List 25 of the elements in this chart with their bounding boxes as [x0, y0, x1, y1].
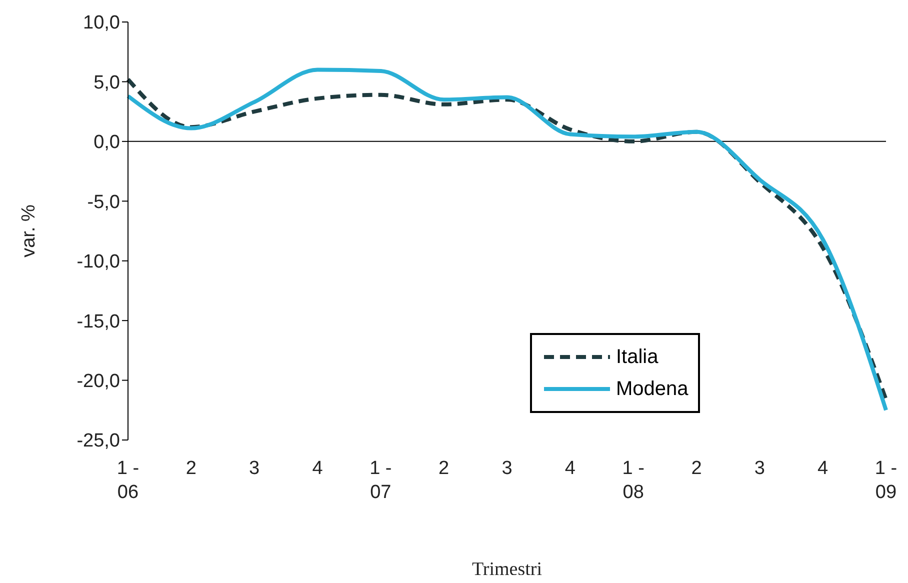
x-tick-label: 4 [564, 458, 576, 479]
y-tick-label: -20,0 [76, 371, 120, 392]
x-tick-label: 3 [249, 458, 260, 479]
y-tick-label: -5,0 [87, 192, 120, 213]
x-tick-label: 3 [754, 458, 765, 479]
x-tick-label: 2 [438, 458, 450, 479]
x-axis-title: Trimestri [472, 559, 542, 580]
y-tick-label: 0,0 [94, 132, 120, 154]
x-tick-label: 2 [691, 458, 702, 479]
x-tick-label: 1 - 07 [370, 458, 392, 503]
y-tick-label: -15,0 [76, 311, 120, 332]
legend-label: Italia [616, 346, 658, 368]
x-tick-label: 3 [502, 458, 512, 479]
legend-label: Modena [616, 378, 688, 400]
y-tick-label: 10,0 [83, 12, 120, 34]
x-tick-label: 1 - 09 [874, 458, 898, 503]
x-tick-label: 1 - 06 [116, 458, 140, 503]
x-tick-label: 1 - 08 [622, 458, 644, 503]
x-tick-label: 2 [186, 458, 196, 479]
y-axis-title: var. % [18, 204, 40, 258]
x-tick-label: 4 [818, 458, 829, 479]
y-tick-label: -25,0 [76, 430, 120, 452]
y-tick-label: -10,0 [76, 252, 120, 273]
y-tick-label: 5,0 [94, 72, 120, 94]
x-tick-label: 4 [312, 458, 324, 479]
